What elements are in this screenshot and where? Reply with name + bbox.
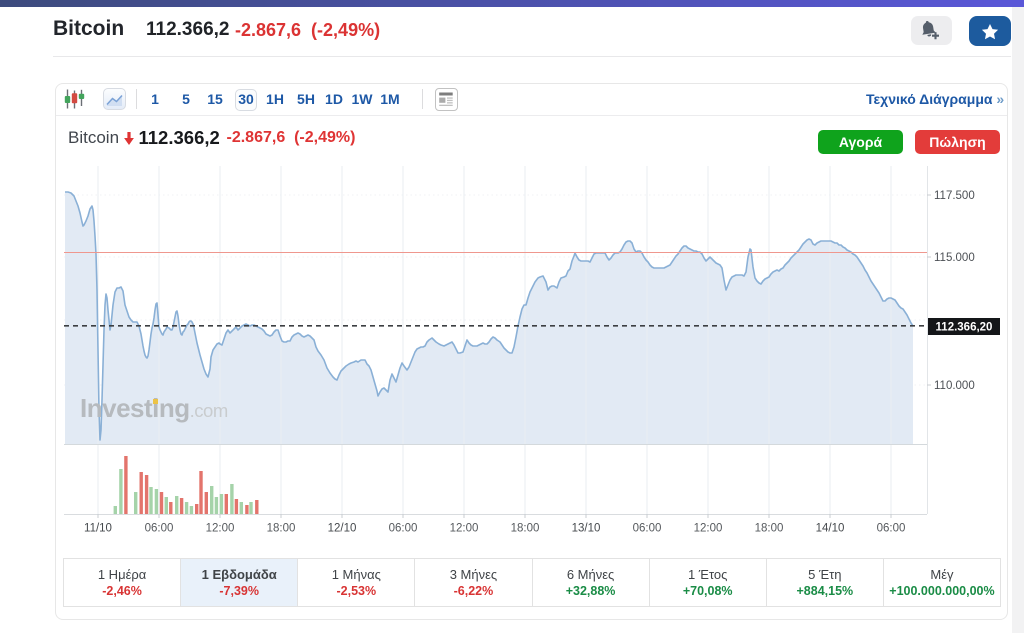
svg-text:12:00: 12:00: [206, 523, 235, 535]
svg-text:06:00: 06:00: [389, 523, 418, 535]
svg-text:12:00: 12:00: [450, 523, 479, 535]
svg-text:06:00: 06:00: [877, 523, 906, 535]
svg-text:117.500: 117.500: [934, 190, 975, 202]
svg-text:13/10: 13/10: [572, 523, 601, 535]
svg-text:110.000: 110.000: [934, 380, 975, 392]
svg-text:18:00: 18:00: [755, 523, 784, 535]
svg-text:112.366,20: 112.366,20: [936, 322, 993, 334]
svg-text:18:00: 18:00: [267, 523, 296, 535]
svg-text:14/10: 14/10: [816, 523, 845, 535]
svg-text:12/10: 12/10: [328, 523, 357, 535]
svg-text:18:00: 18:00: [511, 523, 540, 535]
svg-text:06:00: 06:00: [633, 523, 662, 535]
svg-text:115.000: 115.000: [934, 252, 975, 264]
svg-text:11/10: 11/10: [84, 523, 112, 535]
svg-text:06:00: 06:00: [145, 523, 174, 535]
svg-text:12:00: 12:00: [694, 523, 723, 535]
